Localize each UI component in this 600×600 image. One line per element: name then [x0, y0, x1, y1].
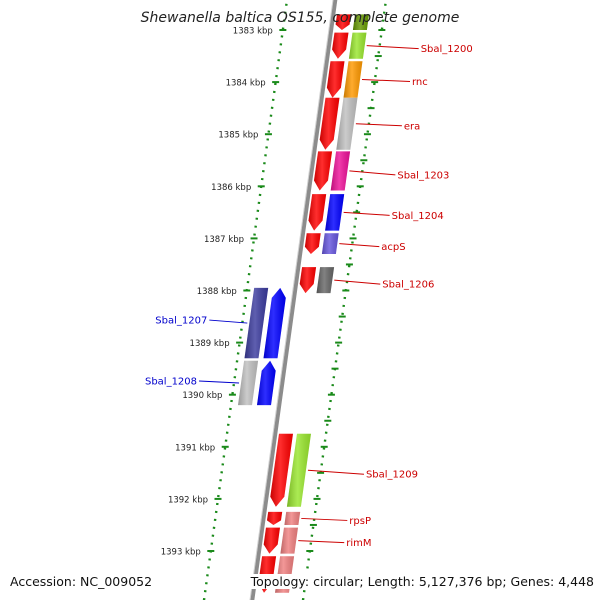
- accession-text: Accession: NC_009052: [8, 574, 155, 589]
- gene-arrow-shading: [304, 233, 321, 254]
- cog-box-shading: [286, 433, 311, 507]
- ruler-tick-label: 1392 kbp: [168, 495, 208, 505]
- cog-box-shading: [336, 97, 358, 150]
- ruler-tick-label: 1393 kbp: [161, 548, 201, 558]
- gene-label: era: [404, 121, 420, 132]
- cog-box-shading: [348, 32, 367, 59]
- gene-arrow-shading: [267, 511, 283, 525]
- gene-label: Sbal_1204: [392, 211, 444, 222]
- gene-label: rpsP: [349, 516, 371, 527]
- cog-box-shading: [321, 233, 339, 254]
- ruler-tick-label: 1386 kbp: [211, 183, 251, 193]
- gene-arrow-shading: [299, 267, 317, 294]
- gene-label-leader: [301, 517, 348, 521]
- gene-arrow-shading: [263, 527, 280, 554]
- gene-label-leader: [355, 123, 402, 127]
- gene-label: Sbal_1209: [366, 470, 418, 481]
- backbone-highlight: [249, 0, 334, 600]
- gene-label-leader: [366, 45, 419, 50]
- ruler-tick-label: 1388 kbp: [197, 287, 237, 297]
- ruler-tick-label: 1387 kbp: [204, 235, 244, 245]
- gene-arrow-shading: [326, 61, 345, 98]
- gene-label-leader: [339, 243, 380, 248]
- ruler-tick-label: 1385 kbp: [218, 131, 258, 141]
- cog-box-shading: [352, 14, 369, 30]
- ruler-tick-label: 1389 kbp: [190, 339, 230, 349]
- gene-label-leader: [209, 319, 248, 324]
- gene-arrow-shading: [270, 433, 293, 507]
- ruler-tick-label: 1383 kbp: [233, 27, 273, 37]
- ruler-tick-label: 1390 kbp: [182, 391, 222, 401]
- cog-box-shading: [343, 61, 363, 98]
- gene-label: Sbal_1200: [421, 44, 473, 55]
- gene-arrow-shading: [335, 14, 351, 30]
- gene-label: Sbal_1207: [155, 316, 207, 327]
- genome-summary-text: Topology: circular; Length: 5,127,376 bp…: [248, 574, 596, 589]
- ruler-outer-dotted: [301, 0, 388, 600]
- gene-label-leader: [361, 78, 411, 82]
- ring-layer: 1383 kbp 1384 kbp 1385 kbp 1386 kbp 1387 kbp…: [161, 0, 388, 600]
- gene-arrow-shading: [319, 97, 340, 150]
- gene-label-leader: [334, 279, 381, 285]
- gene-arrow-shading: [314, 151, 333, 191]
- cog-box-shading: [238, 360, 259, 406]
- gene-label: Sbal_1203: [397, 170, 449, 181]
- gene-arrow-shading: [263, 287, 286, 359]
- gene-label-leader: [343, 211, 390, 216]
- cog-box-shading: [325, 194, 345, 231]
- feature-layer: [257, 14, 351, 593]
- cog-layer: [238, 14, 369, 593]
- gene-label-leader: [298, 540, 345, 544]
- gene-arrow-shading: [308, 194, 327, 231]
- gene-label: rimM: [346, 538, 371, 549]
- backbone-line: [250, 0, 338, 600]
- cog-box-shading: [330, 151, 351, 191]
- page-title: Shewanella baltica OS155, complete genom…: [140, 10, 460, 26]
- gene-label: Sbal_1208: [145, 376, 197, 387]
- gene-label: rnc: [412, 77, 428, 88]
- gene-label: Sbal_1206: [382, 280, 434, 291]
- gene-label-leader: [349, 170, 396, 176]
- cog-box-shading: [244, 287, 269, 359]
- gene-arrow-shading: [257, 360, 276, 406]
- gene-arrow-shading: [332, 32, 349, 59]
- cog-box-shading: [284, 511, 301, 525]
- ruler-tick-label: 1391 kbp: [175, 443, 215, 453]
- gene-label: acpS: [381, 242, 405, 253]
- gene-label-leader: [307, 469, 365, 475]
- cog-box-shading: [316, 267, 335, 294]
- gene-label-leader: [199, 380, 240, 384]
- ruler-tick-label: 1384 kbp: [226, 79, 266, 89]
- cog-box-shading: [280, 527, 298, 554]
